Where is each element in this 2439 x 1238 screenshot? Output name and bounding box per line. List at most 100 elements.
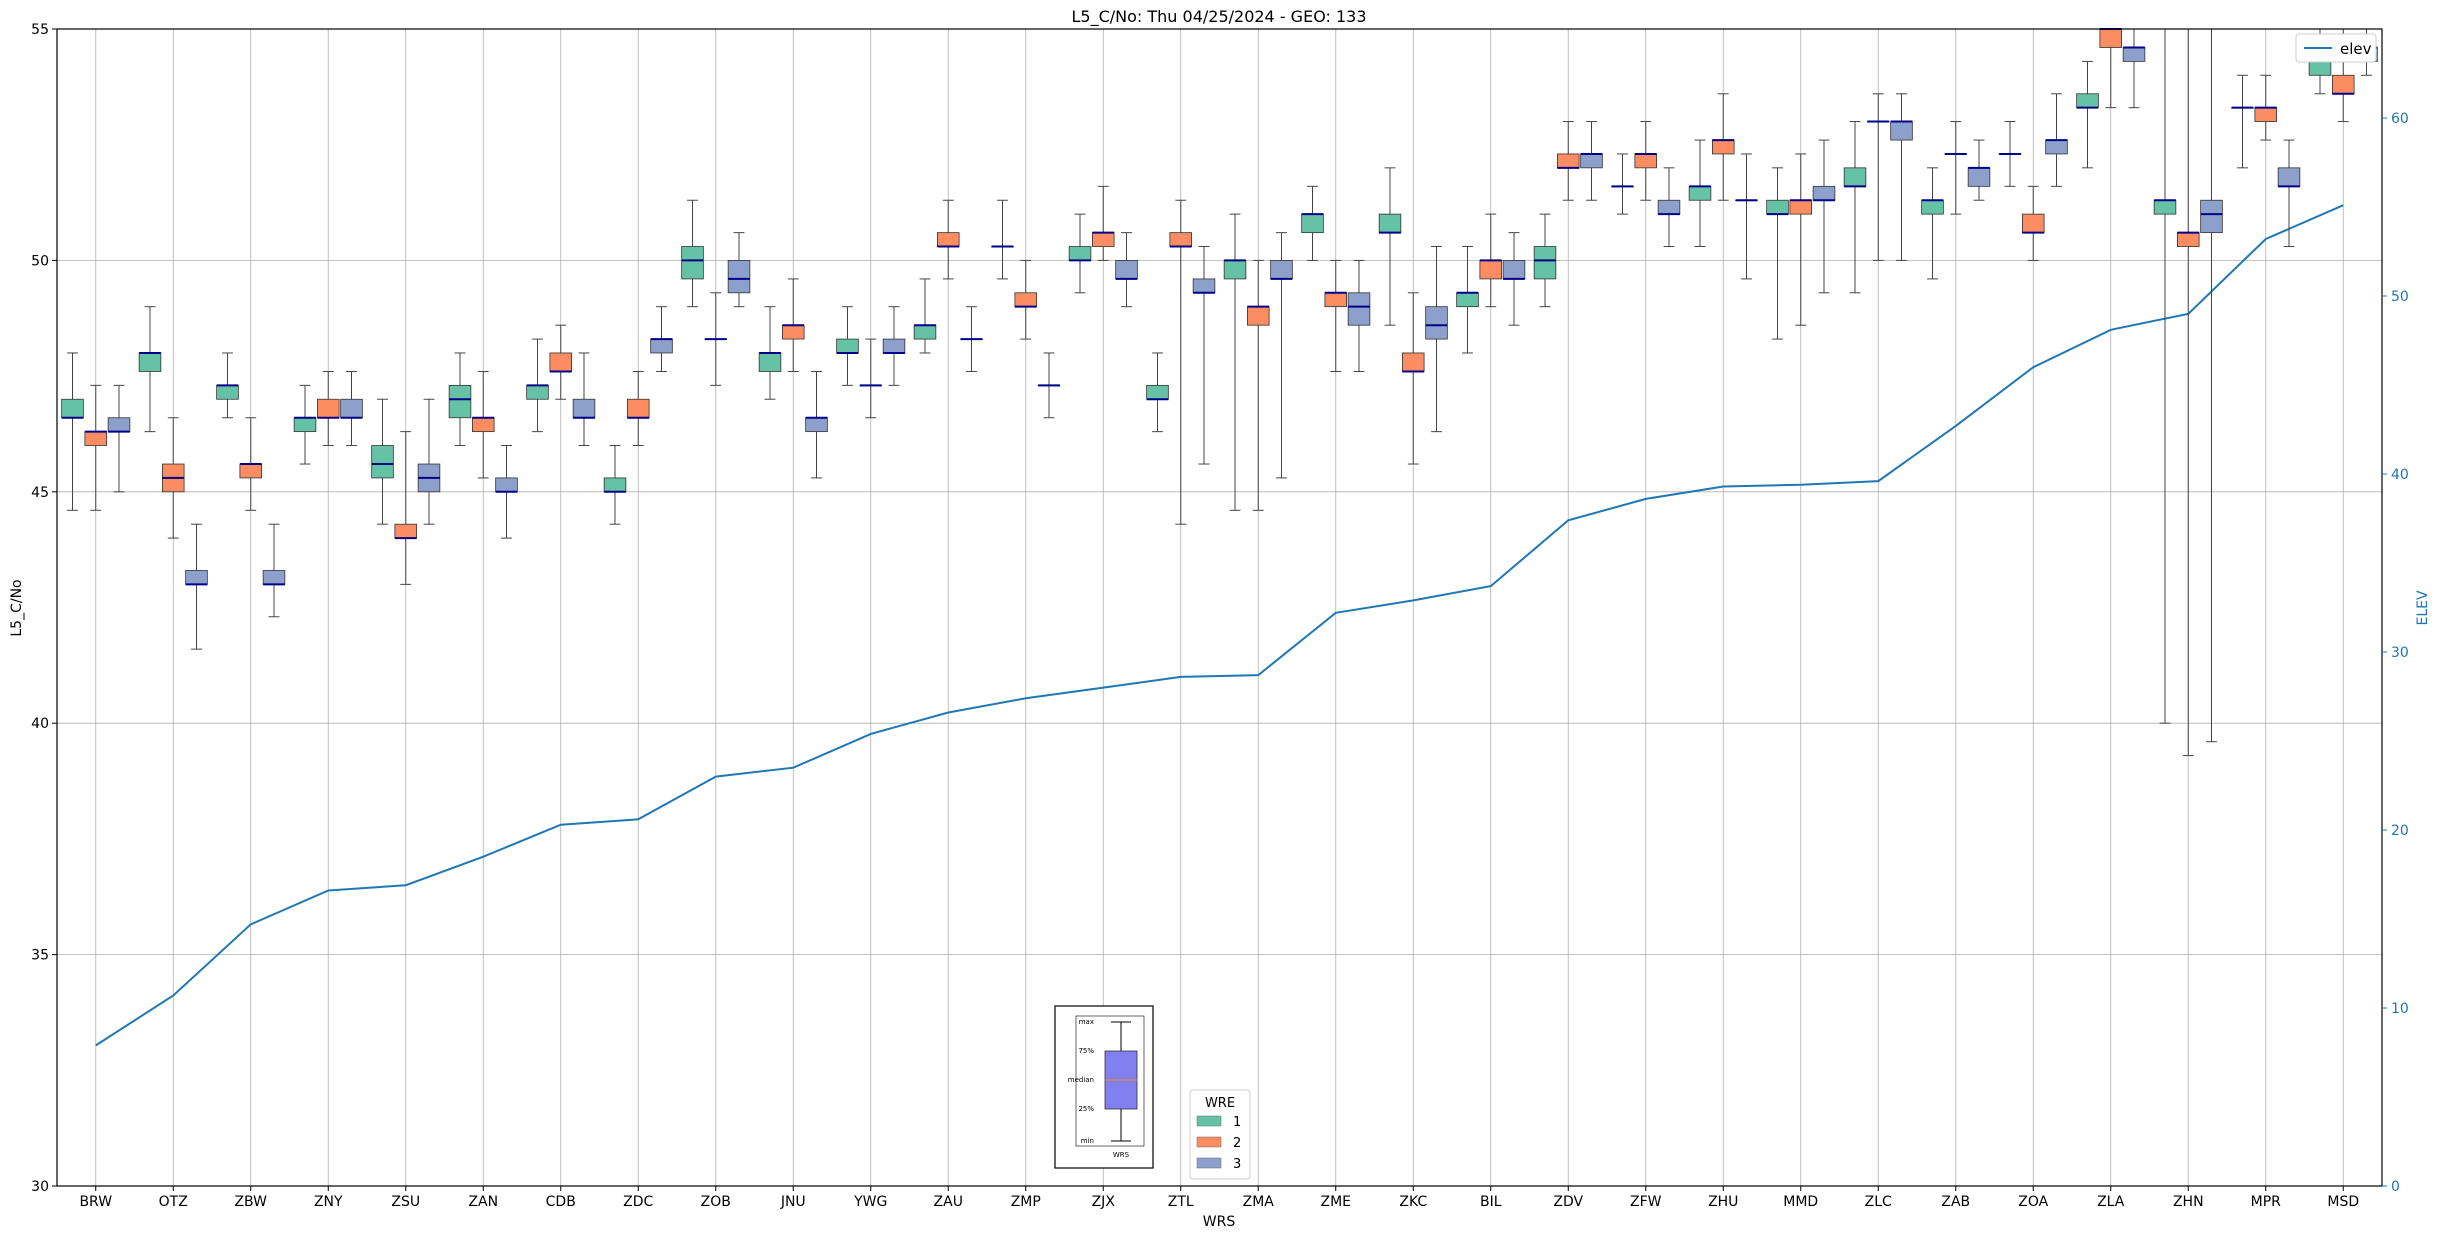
box-wre-1 xyxy=(1533,246,1557,280)
x-tick-label: ZLC xyxy=(1865,1194,1892,1210)
box-wre-1 xyxy=(2308,60,2332,76)
box-wre-2 xyxy=(1479,259,1503,280)
wre-legend-swatch-1 xyxy=(1196,1115,1222,1127)
box-wre-3 xyxy=(1502,259,1526,280)
box-wre-2 xyxy=(2099,28,2122,48)
wre-legend-frame xyxy=(1189,1089,1251,1180)
y-tick-label: 30 xyxy=(31,1179,49,1195)
inset-label-min: min xyxy=(1081,1137,1094,1145)
inset-xlabel: WRS xyxy=(1113,1151,1130,1159)
y-axis-label: L5_C/No xyxy=(9,579,25,636)
x-tick-label: JNU xyxy=(780,1194,806,1210)
box-wre-1 xyxy=(913,324,937,340)
y2-tick-label: 20 xyxy=(2391,823,2409,839)
inset-label-max: max xyxy=(1079,1018,1094,1026)
x-tick-label: ZAU xyxy=(934,1194,963,1210)
box-wre-1 xyxy=(836,338,859,354)
box-wre-3 xyxy=(650,338,673,354)
elev-layer xyxy=(95,204,2344,1047)
box-wre-1 xyxy=(1301,213,1324,234)
wre-legend-label-1: 1 xyxy=(1233,1115,1241,1130)
box-wre-1 xyxy=(1456,292,1479,308)
y-tick-label: 40 xyxy=(31,716,49,732)
x-tick-label: MMD xyxy=(1783,1194,1818,1210)
inset-label-q1: 25% xyxy=(1078,1105,1094,1113)
box-wre-3 xyxy=(1812,185,1836,201)
box-wre-3 xyxy=(1425,306,1448,340)
y-tick-label: 50 xyxy=(31,253,49,269)
x-tick-label: ZFW xyxy=(1630,1194,1662,1210)
box-wre-2 xyxy=(1324,292,1348,308)
box-wre-3 xyxy=(805,417,828,433)
x-tick-label: ZTL xyxy=(1168,1194,1194,1210)
x-tick-label: CDB xyxy=(546,1194,576,1210)
x-tick-label: ZOA xyxy=(2018,1194,2048,1210)
box-wre-2 xyxy=(1169,232,1193,247)
x-tick-label: ZAB xyxy=(1941,1194,1970,1210)
box-wre-2 xyxy=(2331,74,2355,95)
x-tick-label: ZBW xyxy=(234,1194,267,1210)
box-wre-1 xyxy=(138,352,162,372)
box-wre-1 xyxy=(1766,199,1789,215)
wre-legend-swatch-3 xyxy=(1196,1157,1222,1169)
box-wre-2 xyxy=(2254,107,2277,122)
box-wre-3 xyxy=(1192,278,1216,294)
x-tick-label: MPR xyxy=(2251,1194,2282,1210)
box-wre-2 xyxy=(1789,199,1813,215)
box-wre-3 xyxy=(2045,139,2068,155)
box-wre-3 xyxy=(2200,199,2223,234)
axis-layer: BRW OTZ ZBW ZNY ZSU ZAN CDB ZDC ZOB JNU YWG ZAU ZMP Z… xyxy=(31,22,2409,1210)
box-wre-1 xyxy=(371,445,394,479)
box-wre-2 xyxy=(1634,153,1658,169)
box-wre-2 xyxy=(782,324,805,340)
wre-legend-title: WRE xyxy=(1205,1096,1235,1111)
box-wre-3 xyxy=(495,477,518,493)
box-wre-3 xyxy=(1115,259,1138,280)
box-wre-2 xyxy=(239,463,262,479)
box-wre-2 xyxy=(471,417,495,433)
x-tick-label: ZHU xyxy=(1708,1194,1738,1210)
x-tick-label: ZHN xyxy=(2173,1194,2204,1210)
box-wre-2 xyxy=(937,232,960,247)
box-wre-3 xyxy=(1270,259,1293,280)
x-tick-label: ZDV xyxy=(1553,1194,1583,1210)
box-wre-3 xyxy=(882,338,906,354)
box-wre-1 xyxy=(681,246,704,280)
box-wre-1 xyxy=(61,398,84,419)
box-wre-3 xyxy=(262,570,286,585)
wre-legend-label-3: 3 xyxy=(1233,1157,1241,1172)
box-wre-3 xyxy=(2122,47,2146,62)
box-wre-2 xyxy=(1712,139,1735,155)
box-wre-1 xyxy=(293,417,317,433)
x-tick-label: ZJX xyxy=(1092,1194,1116,1210)
box-wre-3 xyxy=(107,417,131,433)
x-axis-label: WRS xyxy=(1203,1214,1236,1230)
x-tick-label: BIL xyxy=(1480,1194,1502,1210)
box-wre-2 xyxy=(627,398,650,419)
box-wre-3 xyxy=(1890,121,1913,141)
x-tick-label: YWG xyxy=(853,1194,887,1210)
box-wre-2 xyxy=(394,523,417,539)
box-wre-3 xyxy=(572,398,596,419)
elev-line xyxy=(95,204,2344,1047)
x-tick-label: ZOB xyxy=(701,1194,731,1210)
x-tick-label: BRW xyxy=(79,1194,112,1210)
box-wre-3 xyxy=(1580,153,1603,169)
x-tick-label: MSD xyxy=(2327,1194,2359,1210)
y2-tick-label: 10 xyxy=(2391,1001,2409,1017)
box-wre-3 xyxy=(1657,199,1681,215)
box-wre-1 xyxy=(1688,185,1712,201)
box-wre-3 xyxy=(2277,167,2301,187)
box-wre-2 xyxy=(2176,232,2200,247)
wre-legend-label-2: 2 xyxy=(1233,1136,1241,1151)
elev-legend-label: elev xyxy=(2340,40,2372,58)
x-tick-label: ZDC xyxy=(623,1194,653,1210)
inset-label-median: median xyxy=(1068,1076,1094,1084)
box-wre-3 xyxy=(185,570,208,585)
box-wre-1 xyxy=(758,352,782,372)
plot-frame xyxy=(56,28,2383,1187)
box-wre-2 xyxy=(1247,306,1270,326)
box-wre-2 xyxy=(84,431,108,446)
y2-tick-label: 40 xyxy=(2391,467,2409,483)
